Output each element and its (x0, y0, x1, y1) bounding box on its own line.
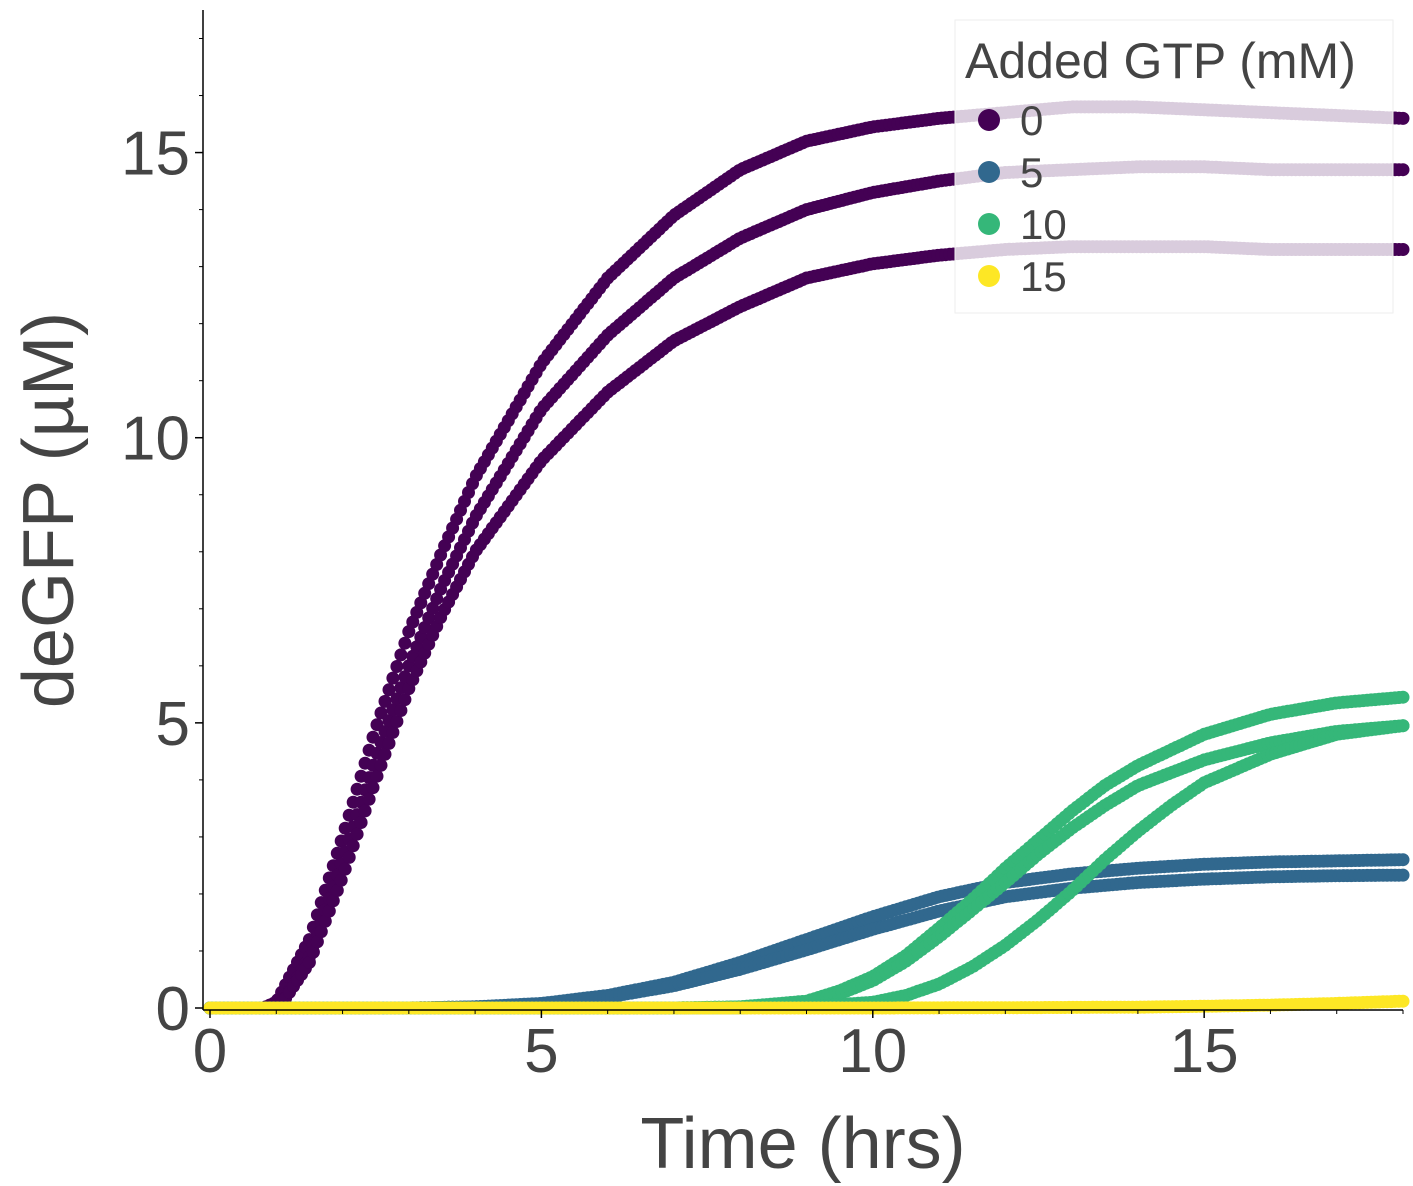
legend-box (954, 19, 1394, 314)
legend-label-0: 0 (1020, 97, 1043, 144)
y-axis-title: deGFP (µM) (9, 312, 89, 708)
data-point (1396, 994, 1410, 1008)
legend-marker-0 (978, 109, 1000, 131)
data-point (390, 660, 404, 673)
legend-label-15: 15 (1020, 253, 1067, 300)
legend-marker-15 (978, 265, 1000, 287)
data-point (362, 792, 376, 806)
y-tick-label: 0 (156, 975, 190, 1044)
data-point (394, 704, 408, 717)
data-point (390, 715, 404, 728)
data-point (354, 816, 368, 829)
data-point (326, 894, 340, 908)
data-point (386, 671, 400, 685)
legend: Added GTP (mM) 0 5 10 15 (954, 19, 1394, 314)
x-tick-label: 15 (1170, 1017, 1239, 1086)
legend-label-5: 5 (1020, 149, 1043, 196)
data-point (1396, 243, 1410, 256)
data-point (330, 884, 344, 897)
data-point (398, 636, 412, 650)
data-point (398, 693, 412, 707)
data-point (346, 839, 360, 853)
data-point (338, 862, 352, 876)
data-point (1396, 719, 1410, 733)
data-point (314, 925, 328, 939)
data-point (378, 747, 392, 761)
data-point (370, 769, 384, 783)
data-point (1396, 163, 1410, 177)
series-0-replicate-2 (203, 240, 1410, 1015)
data-point (1396, 690, 1410, 704)
data-point (1396, 868, 1410, 882)
data-point (374, 758, 388, 772)
data-point (386, 725, 400, 739)
y-tick-label: 5 (156, 690, 190, 759)
data-point (382, 683, 396, 697)
data-point (378, 694, 392, 708)
legend-marker-10 (978, 213, 1000, 235)
ticks: 0 5 10 15 0 5 10 15 (121, 38, 1404, 1086)
data-point (1396, 111, 1410, 125)
y-tick-label: 15 (121, 120, 190, 189)
data-point (306, 945, 320, 959)
data-point (350, 827, 364, 841)
series-15-replicate-8 (203, 994, 1410, 1015)
axes: 0 5 10 15 0 5 10 15 (121, 10, 1404, 1086)
data-point (334, 873, 348, 887)
legend-marker-5 (978, 161, 1000, 183)
data-point (318, 914, 332, 928)
legend-title: Added GTP (mM) (965, 33, 1356, 89)
legend-label-10: 10 (1020, 201, 1067, 248)
x-tick-label: 10 (838, 1017, 907, 1086)
y-tick-label: 10 (121, 405, 190, 474)
x-axis-title: Time (hrs) (640, 1104, 965, 1184)
data-point (342, 850, 356, 864)
data-point (310, 935, 324, 949)
x-tick-label: 0 (193, 1017, 227, 1086)
data-point (394, 648, 408, 662)
data-point (358, 804, 372, 818)
x-tick-label: 5 (524, 1017, 558, 1086)
data-point (1396, 853, 1410, 867)
data-point (366, 781, 380, 795)
data-point (322, 904, 336, 918)
data-point (382, 736, 396, 750)
legend-entries: 0 5 10 15 (978, 97, 1067, 300)
data-point (302, 955, 316, 969)
